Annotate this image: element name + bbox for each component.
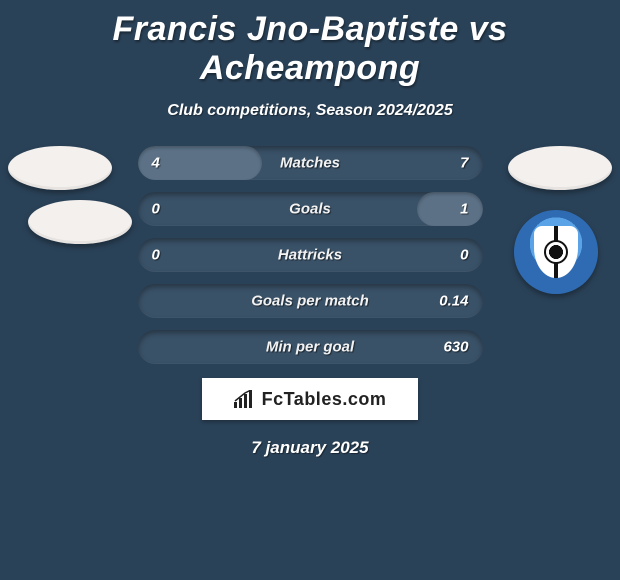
stat-value-left: 0: [152, 247, 160, 264]
player-left-badge-2: [28, 200, 132, 244]
comparison-panel: 4 Matches 7 0 Goals 1 0 Hattricks 0 Goals per mat…: [0, 146, 620, 458]
stat-row: 0 Hattricks 0: [138, 238, 483, 272]
stat-label: Hattricks: [278, 247, 342, 264]
bar-fill-right: [417, 192, 483, 226]
shield-icon: [534, 226, 578, 278]
stat-row: 4 Matches 7: [138, 146, 483, 180]
stat-value-right: 0: [460, 247, 468, 264]
brand-box: FcTables.com: [202, 378, 418, 420]
stat-bars: 4 Matches 7 0 Goals 1 0 Hattricks 0 Goals per mat…: [138, 146, 483, 364]
stat-row: Min per goal 630: [138, 330, 483, 364]
chart-icon: [234, 390, 256, 408]
page-title: Francis Jno-Baptiste vs Acheampong: [0, 0, 620, 88]
subtitle: Club competitions, Season 2024/2025: [0, 102, 620, 120]
brand-text: FcTables.com: [262, 389, 387, 410]
stat-label: Matches: [280, 155, 340, 172]
team-right-badge: [514, 210, 598, 294]
stat-row: 0 Goals 1: [138, 192, 483, 226]
stat-value-left: 4: [152, 155, 160, 172]
player-right-badge-1: [508, 146, 612, 190]
stat-value-right: 0.14: [439, 293, 468, 310]
stat-row: Goals per match 0.14: [138, 284, 483, 318]
stat-value-right: 630: [443, 339, 468, 356]
stat-label: Goals: [289, 201, 331, 218]
soccerball-icon: [544, 240, 568, 264]
date-line: 7 january 2025: [0, 438, 620, 458]
stat-label: Min per goal: [266, 339, 354, 356]
stat-value-right: 1: [460, 201, 468, 218]
stat-value-left: 0: [152, 201, 160, 218]
stat-label: Goals per match: [251, 293, 369, 310]
player-left-badge-1: [8, 146, 112, 190]
stat-value-right: 7: [460, 155, 468, 172]
